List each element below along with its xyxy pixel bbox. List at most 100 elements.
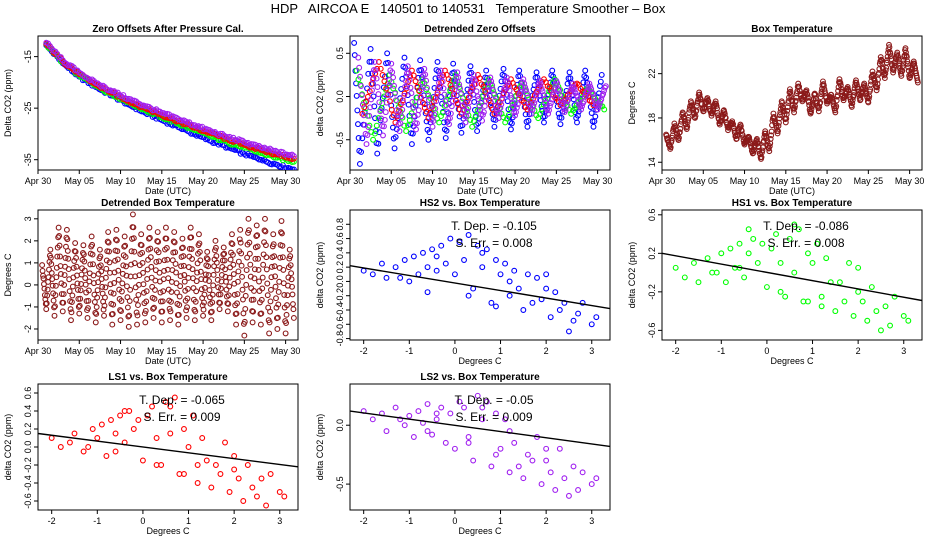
data-point [412, 78, 419, 85]
data-point [377, 108, 384, 115]
data-point [196, 240, 203, 247]
data-point [404, 63, 411, 70]
data-point [849, 100, 856, 107]
data-point [134, 321, 140, 328]
data-point [189, 266, 196, 273]
data-point [61, 272, 68, 278]
data-point [383, 99, 390, 106]
data-point [43, 300, 50, 307]
data-point [529, 457, 536, 464]
data-point [440, 85, 447, 92]
data-point [90, 261, 96, 268]
data-point [59, 308, 66, 315]
data-point [69, 283, 76, 290]
data-point [791, 221, 798, 228]
data-point [210, 271, 217, 278]
data-point [480, 111, 486, 118]
data-point [239, 286, 246, 293]
x-tick-label: 1 [186, 516, 191, 526]
data-point [887, 50, 894, 57]
data-point [220, 251, 227, 258]
y-tick-label: -0.8 [335, 331, 345, 347]
data-point [198, 276, 205, 283]
data-point [162, 399, 169, 405]
data-point [461, 404, 467, 411]
data-point [289, 151, 295, 158]
data-point [738, 128, 745, 134]
data-point [237, 226, 244, 233]
data-point [259, 285, 266, 292]
data-point [226, 274, 233, 281]
data-point [595, 104, 602, 111]
data-point [445, 92, 452, 99]
data-point [474, 392, 481, 399]
data-point [172, 249, 179, 256]
data-point [786, 235, 793, 242]
data-point [375, 58, 382, 65]
data-point [239, 273, 246, 280]
data-point [442, 135, 449, 141]
data-point [552, 289, 559, 296]
data-point [516, 67, 523, 74]
data-point [252, 255, 259, 262]
data-point [425, 97, 432, 103]
data-point [268, 263, 275, 270]
data-point [246, 239, 253, 246]
data-point [88, 233, 95, 240]
data-point [718, 250, 725, 257]
data-point [853, 81, 860, 88]
data-point [118, 288, 125, 295]
data-point [524, 123, 531, 130]
data-point [106, 259, 113, 266]
data-point [424, 401, 431, 407]
data-point [508, 126, 514, 133]
data-point [533, 69, 540, 76]
data-point [256, 156, 262, 163]
data-point [372, 115, 378, 122]
data-point [818, 303, 825, 310]
data-point [80, 242, 87, 249]
data-point [93, 311, 100, 317]
data-point [401, 422, 408, 429]
data-point [584, 87, 591, 94]
y-tick-label: 0.0 [23, 441, 33, 454]
data-point [401, 92, 408, 99]
data-point [112, 448, 119, 455]
data-point [508, 120, 515, 127]
data-point [754, 140, 761, 147]
data-point [401, 257, 408, 263]
data-point [450, 60, 457, 67]
data-point [377, 65, 384, 72]
data-point [557, 121, 564, 128]
data-point [484, 87, 491, 94]
data-point [169, 257, 176, 264]
data-point [786, 86, 793, 93]
data-point [409, 130, 416, 137]
data-point [56, 232, 63, 239]
data-point [112, 430, 119, 437]
fit-line [38, 432, 298, 468]
data-point [588, 86, 595, 92]
data-point [417, 93, 424, 100]
data-point [862, 84, 869, 91]
data-point [358, 149, 365, 155]
data-point [279, 254, 286, 261]
data-point [154, 229, 161, 235]
data-point [430, 118, 437, 124]
data-point [199, 435, 206, 441]
data-point [235, 268, 242, 275]
data-point [117, 307, 124, 313]
x-tick-label: 2 [856, 346, 861, 356]
data-point [101, 294, 108, 301]
data-point [212, 244, 219, 251]
data-point [405, 101, 412, 108]
data-point [509, 100, 516, 107]
data-point [107, 281, 114, 288]
data-point [84, 315, 91, 321]
data-point [563, 102, 570, 109]
x-tick-label: May 15 [147, 176, 177, 186]
data-point [864, 98, 871, 105]
data-point [203, 255, 210, 262]
data-point [522, 84, 529, 91]
data-point [89, 251, 96, 258]
